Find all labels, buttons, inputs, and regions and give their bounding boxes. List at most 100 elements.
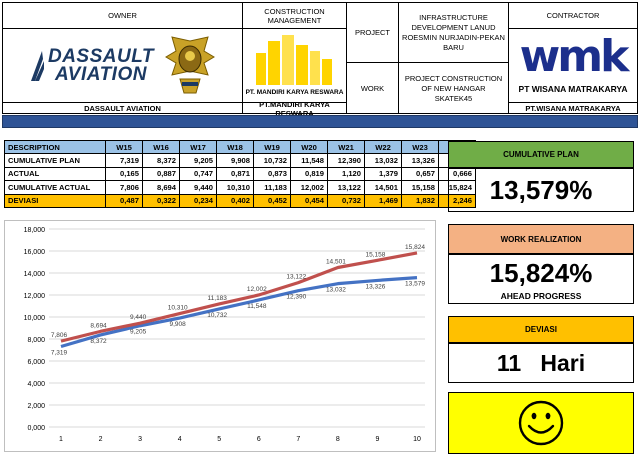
table-header-cell: W22	[364, 139, 402, 155]
x-tick-label: 6	[257, 436, 261, 443]
table-cell: 0,454	[290, 193, 328, 208]
table-cell: 0,747	[179, 166, 217, 182]
table-cell: 1,120	[327, 166, 365, 182]
table-cell: 13,326	[401, 153, 439, 168]
row-label: DEVIASI	[4, 193, 106, 208]
cumulative-plan-value: 13,579%	[448, 168, 634, 212]
status-panel	[448, 392, 634, 454]
x-tick-label: 4	[178, 436, 182, 443]
table-cell: 15,158	[401, 180, 439, 195]
s-curve-chart-svg: 0,000 2,000 4,000 6,000 8,000 10,000 12,000 14,…	[24, 227, 426, 443]
table-cell: 0,819	[290, 166, 328, 182]
table-header-cell: W18	[216, 139, 254, 155]
y-tick-label: 14,000	[24, 271, 46, 278]
table-cell: 0,402	[216, 193, 254, 208]
y-tick-label: 6,000	[27, 359, 45, 366]
table-cell: 7,806	[105, 180, 143, 195]
data-label: 7,806	[51, 332, 68, 339]
table-cell: 0,732	[327, 193, 365, 208]
data-label: 11,548	[247, 303, 267, 310]
table-cell: 13,032	[364, 153, 402, 168]
table-header-cell: W15	[105, 139, 143, 155]
data-label: 9,908	[170, 321, 187, 328]
y-tick-label: 0,000	[27, 425, 45, 432]
cm-title: CONSTRUCTION MANAGEMENT	[243, 3, 347, 29]
table-header-cell: DESCRIPTION	[4, 139, 106, 155]
data-label: 13,032	[326, 287, 346, 294]
table-cell: 1,832	[401, 193, 439, 208]
data-label: 12,390	[286, 294, 306, 301]
table-cell: 0,887	[142, 166, 180, 182]
data-label: 9,205	[130, 329, 147, 336]
data-label: 9,440	[130, 314, 147, 321]
y-tick-label: 4,000	[27, 381, 45, 388]
table-header-cell: W21	[327, 139, 365, 155]
contractor-logo-name: PT WISANA MATRAKARYA	[518, 84, 628, 94]
data-label: 11,183	[208, 295, 228, 302]
table-row: CUMULATIVE PLAN 7,319 8,372 9,205 9,908 …	[4, 153, 476, 168]
y-tick-label: 18,000	[24, 227, 46, 234]
row-label: ACTUAL	[4, 166, 106, 182]
table-cell: 8,694	[142, 180, 180, 195]
owner-logo-area: DASSAULT AVIATION	[3, 29, 243, 103]
table-header-row: DESCRIPTION W15 W16 W17 W18 W19 W20 W21 …	[4, 139, 476, 155]
y-tick-label: 16,000	[24, 249, 46, 256]
mandiri-buildings-logo-icon	[256, 35, 332, 85]
data-label: 13,579	[405, 281, 425, 288]
table-header-cell: W23	[401, 139, 439, 155]
table-cell: 0,322	[142, 193, 180, 208]
contractor-title: CONTRACTOR	[509, 3, 637, 29]
table-header-cell: W16	[142, 139, 180, 155]
y-tick-label: 2,000	[27, 403, 45, 410]
table-cell: 9,440	[179, 180, 217, 195]
x-tick-label: 9	[375, 436, 379, 443]
x-tick-label: 7	[296, 436, 300, 443]
table-cell: 0,487	[105, 193, 143, 208]
table-cell: 0,657	[401, 166, 439, 182]
row-label: CUMULATIVE PLAN	[4, 153, 106, 168]
table-cell: 0,871	[216, 166, 254, 182]
table-cell: 8,372	[142, 153, 180, 168]
series-line-2	[60, 251, 418, 343]
table-row: ACTUAL 0,165 0,887 0,747 0,871 0,873 0,8…	[4, 166, 476, 182]
wmk-logo: wmk	[519, 31, 630, 82]
data-label: 7,319	[51, 349, 68, 356]
data-label: 15,824	[405, 244, 425, 251]
data-label: 8,694	[90, 322, 107, 329]
table-cell: 1,379	[364, 166, 402, 182]
data-label: 10,310	[168, 305, 188, 312]
x-tick-label: 8	[336, 436, 340, 443]
table-cell: 12,390	[327, 153, 365, 168]
table-cell: 0,234	[179, 193, 217, 208]
owner-name: DASSAULT AVIATION	[3, 103, 243, 114]
data-label: 8,372	[90, 338, 107, 345]
y-tick-label: 12,000	[24, 293, 46, 300]
table-cell: 2,246	[438, 193, 476, 208]
contractor-name: PT.WISANA MATRAKARYA	[525, 104, 621, 113]
table-cell: 10,310	[216, 180, 254, 195]
table-cell: 13,122	[327, 180, 365, 195]
row-label: CUMULATIVE ACTUAL	[4, 180, 106, 195]
dassault-emblem-icon	[30, 50, 44, 81]
smiley-icon	[518, 400, 564, 446]
work-text: PROJECT CONSTRUCTION OF NEW HANGAR SKATE…	[399, 63, 509, 114]
y-tick-label: 10,000	[24, 315, 46, 322]
table-cell: 0,165	[105, 166, 143, 182]
table-cell: 9,908	[216, 153, 254, 168]
report-header: OWNER DASSAULT AVIATION DASSAULT AVIATIO…	[2, 2, 638, 118]
table-cell: 10,732	[253, 153, 291, 168]
x-tick-label: 1	[59, 436, 63, 443]
x-tick-label: 3	[138, 436, 142, 443]
data-label: 14,501	[326, 258, 346, 265]
table-cell: 11,548	[290, 153, 328, 168]
ahead-progress-text: AHEAD PROGRESS	[500, 291, 582, 301]
cm-name: PT.MANDIRI KARYA RESWARA	[243, 100, 347, 118]
owner-title: OWNER	[3, 3, 243, 29]
contractor-logo-area: wmk PT WISANA MATRAKARYA	[509, 29, 637, 103]
data-label: 13,122	[286, 274, 306, 281]
air-force-emblem-icon	[165, 35, 215, 93]
data-label: 15,158	[365, 251, 385, 258]
series-line-1	[60, 276, 418, 349]
cumulative-plan-label: CUMULATIVE PLAN	[448, 141, 634, 168]
project-text: INFRASTRUCTURE DEVELOPMENT LANUD ROESMIN…	[399, 3, 509, 63]
